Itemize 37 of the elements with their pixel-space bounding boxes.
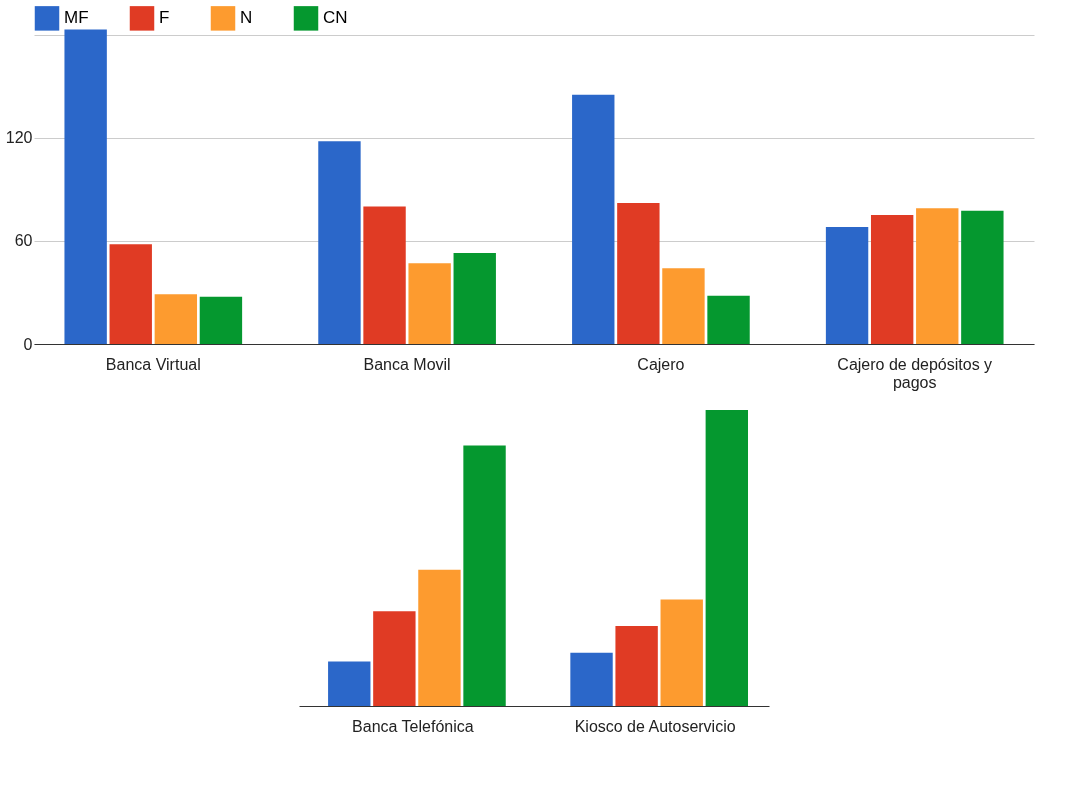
bar bbox=[328, 661, 371, 706]
bar bbox=[64, 29, 107, 344]
bar bbox=[615, 626, 658, 706]
bar bbox=[707, 295, 750, 344]
x-tick-label: Banca Telefónica bbox=[352, 717, 474, 735]
bar bbox=[408, 263, 451, 344]
bar bbox=[463, 445, 506, 706]
x-tick-label: Cajero bbox=[637, 355, 685, 373]
bar bbox=[705, 410, 749, 706]
legend-label: N bbox=[240, 8, 253, 28]
bar bbox=[199, 296, 243, 344]
bar bbox=[373, 611, 416, 706]
y-tick-label: 120 bbox=[5, 129, 33, 147]
y-tick-label: 0 bbox=[23, 335, 33, 353]
bar bbox=[570, 652, 613, 706]
bar bbox=[617, 203, 660, 344]
x-tick-label: Banca Movil bbox=[363, 355, 451, 373]
bar bbox=[961, 210, 1004, 344]
bar bbox=[662, 268, 705, 344]
bar bbox=[363, 206, 406, 344]
x-tick-label: Cajero de depósitos y pagos bbox=[837, 355, 993, 391]
bar bbox=[572, 94, 615, 344]
bar bbox=[418, 569, 461, 706]
bar bbox=[154, 294, 198, 344]
x-tick-label: Kiosco de Autoservicio bbox=[574, 717, 736, 735]
bar bbox=[916, 208, 959, 344]
bar bbox=[109, 244, 152, 344]
y-tick-label: 60 bbox=[14, 232, 33, 250]
legend-label: MF bbox=[64, 8, 89, 28]
legend-label: F bbox=[159, 8, 170, 28]
x-tick-label: Banca Virtual bbox=[105, 355, 201, 373]
bar bbox=[318, 141, 361, 344]
legend-label: CN bbox=[323, 8, 348, 28]
bar bbox=[453, 252, 496, 344]
bar bbox=[870, 215, 914, 344]
bar bbox=[660, 599, 703, 706]
bar bbox=[825, 227, 869, 344]
